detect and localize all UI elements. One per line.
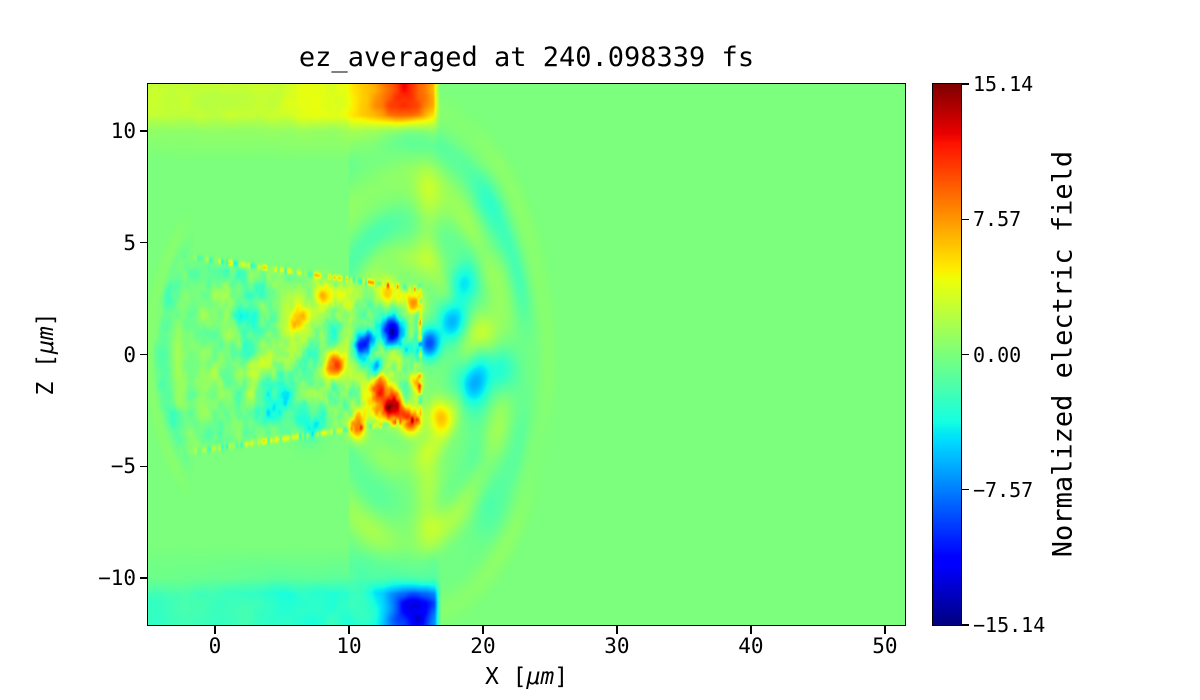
x-tick-mark xyxy=(214,626,216,634)
heatmap-plot-area xyxy=(148,84,905,625)
z-tick-label: −10 xyxy=(98,566,136,591)
plot-title: ez_averaged at 240.098339 fs xyxy=(298,42,755,73)
z-tick-mark xyxy=(140,130,148,132)
x-tick-label: 30 xyxy=(604,634,630,658)
x-tick-label: 0 xyxy=(208,634,222,658)
z-axis-label-post: ] xyxy=(33,312,59,327)
x-axis-label-post: ] xyxy=(554,664,569,690)
x-tick-mark xyxy=(482,626,484,634)
x-tick-mark xyxy=(616,626,618,634)
x-tick-mark xyxy=(750,626,752,634)
colorbar-tick-mark xyxy=(961,83,969,85)
x-axis-label: X [μm] xyxy=(148,662,905,692)
colorbar-tick-label: −7.57 xyxy=(973,477,1034,502)
colorbar xyxy=(933,84,961,625)
colorbar-tick-label: −15.14 xyxy=(973,613,1046,637)
colorbar-gradient-canvas xyxy=(933,84,961,625)
x-axis-label-pre: X [ xyxy=(484,664,527,690)
colorbar-tick-mark xyxy=(961,624,969,626)
heatmap-canvas xyxy=(148,84,905,625)
z-axis-label: Z [μm] xyxy=(33,312,59,395)
z-tick-label: 5 xyxy=(123,230,136,255)
z-axis-label-pre: Z [ xyxy=(33,354,59,396)
x-tick-label: 10 xyxy=(336,634,362,658)
x-tick-mark xyxy=(348,626,350,634)
colorbar-tick-label: 15.14 xyxy=(973,72,1034,96)
x-tick-label: 40 xyxy=(738,634,764,658)
z-axis-label-unit: μm xyxy=(33,326,59,355)
colorbar-tick-mark xyxy=(961,218,969,220)
z-tick-label: −5 xyxy=(110,454,136,479)
colorbar-tick-label: 0.00 xyxy=(973,342,1022,367)
x-tick-label: 20 xyxy=(470,634,496,658)
x-tick-mark xyxy=(884,626,886,634)
z-tick-mark xyxy=(140,577,148,579)
colorbar-label: Normalized electric field xyxy=(1047,150,1079,558)
x-tick-label: 50 xyxy=(872,634,898,658)
colorbar-tick-mark xyxy=(961,353,969,356)
colorbar-tick-label: 7.57 xyxy=(973,207,1022,232)
z-tick-label: 10 xyxy=(110,118,136,143)
z-tick-mark xyxy=(140,353,148,356)
z-tick-mark xyxy=(140,242,148,244)
z-tick-mark xyxy=(140,465,148,467)
colorbar-tick-mark xyxy=(961,489,969,491)
z-tick-label: 0 xyxy=(123,342,136,367)
x-axis-label-unit: μm xyxy=(526,664,555,690)
